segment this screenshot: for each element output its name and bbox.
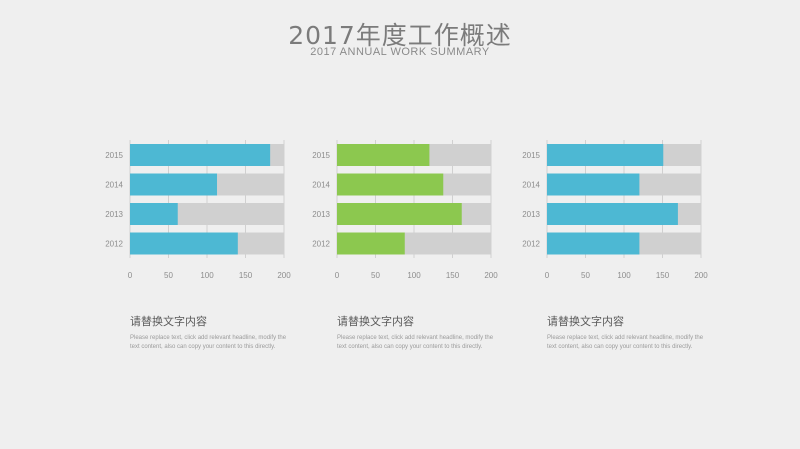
x-tick-label: 200 <box>484 271 498 280</box>
bar-2012 <box>547 232 640 255</box>
bar-2013 <box>130 203 178 225</box>
caption-title: 请替换文字内容 <box>130 315 207 328</box>
bar-2014 <box>130 173 218 196</box>
x-tick-label: 50 <box>581 271 590 280</box>
y-tick-label: 2015 <box>522 151 540 160</box>
bar-chart-2: 0 50 100 150 200 2015 2014 2013 2012 <box>307 134 507 284</box>
x-tick-label: 50 <box>164 271 173 280</box>
bar-chart-1: 0 50 100 150 200 2015 2014 2013 2012 <box>100 134 300 284</box>
y-tick-label: 2014 <box>105 181 123 190</box>
y-tick-label: 2015 <box>105 151 123 160</box>
y-tick-label: 2013 <box>522 210 540 219</box>
chart-svg: 0 50 100 150 200 2015 2014 2013 2012 <box>522 140 708 280</box>
x-tick-label: 100 <box>407 271 421 280</box>
x-tick-label: 50 <box>371 271 380 280</box>
caption-1: 请替换文字内容 Please replace text, click add r… <box>130 313 290 352</box>
x-tick-label: 0 <box>335 271 340 280</box>
x-tick-label: 150 <box>446 271 460 280</box>
x-tick-label: 150 <box>656 271 670 280</box>
y-tick-label: 2015 <box>312 151 330 160</box>
caption-body: Please replace text, click add relevant … <box>337 335 494 350</box>
x-tick-label: 200 <box>694 271 708 280</box>
y-tick-label: 2012 <box>312 240 330 249</box>
bar-2015 <box>547 144 664 166</box>
y-tick-label: 2013 <box>312 210 330 219</box>
caption-2: 请替换文字内容 Please replace text, click add r… <box>337 313 497 352</box>
chart-svg: 0 50 100 150 200 2015 2014 2013 2012 <box>312 140 498 280</box>
page-subtitle: 2017 ANNUAL WORK SUMMARY <box>310 46 490 58</box>
bar-chart-3: 0 50 100 150 200 2015 2014 2013 2012 <box>517 134 717 284</box>
y-tick-label: 2012 <box>522 240 540 249</box>
x-tick-label: 0 <box>545 271 550 280</box>
caption-3: 请替换文字内容 Please replace text, click add r… <box>547 313 707 352</box>
bar-2014 <box>337 173 444 196</box>
caption-title: 请替换文字内容 <box>547 315 624 328</box>
chart-svg: 0 50 100 150 200 2015 2014 2013 2012 <box>105 140 291 280</box>
y-tick-label: 2012 <box>105 240 123 249</box>
bar-2013 <box>547 203 678 225</box>
bar-2012 <box>130 232 238 255</box>
y-tick-label: 2014 <box>522 181 540 190</box>
caption-body: Please replace text, click add relevant … <box>547 335 704 350</box>
x-tick-label: 100 <box>617 271 631 280</box>
x-tick-label: 200 <box>277 271 291 280</box>
page-title: 2017年度工作概述 <box>288 21 512 50</box>
bar-2013 <box>337 203 462 225</box>
bar-2014 <box>547 173 640 196</box>
y-tick-label: 2014 <box>312 181 330 190</box>
x-tick-label: 150 <box>239 271 253 280</box>
y-tick-label: 2013 <box>105 210 123 219</box>
bar-2015 <box>130 144 271 166</box>
x-tick-label: 100 <box>200 271 214 280</box>
caption-body: Please replace text, click add relevant … <box>130 335 287 350</box>
x-tick-label: 0 <box>128 271 133 280</box>
caption-title: 请替换文字内容 <box>337 315 414 328</box>
bar-2015 <box>337 144 430 166</box>
bar-2012 <box>337 232 405 255</box>
